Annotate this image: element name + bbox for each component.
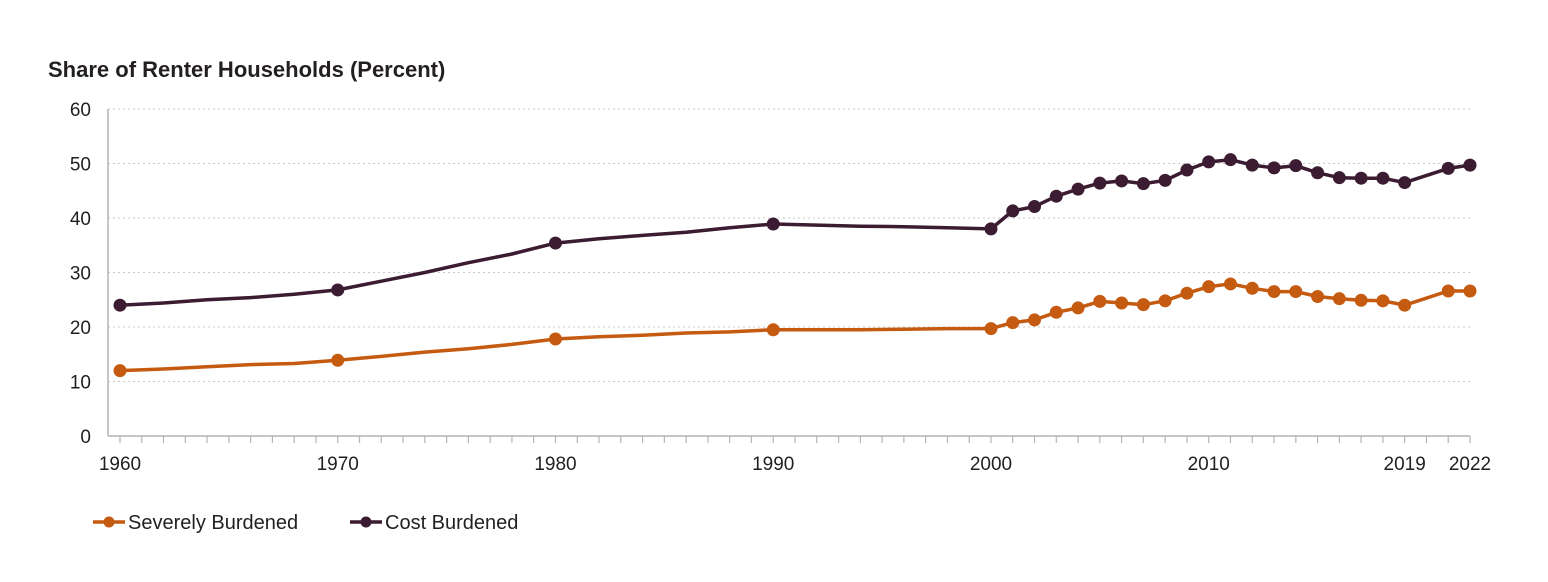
data-point (1136, 177, 1150, 191)
data-point (1354, 293, 1368, 307)
legend-swatch-marker (360, 516, 372, 528)
data-point (1289, 285, 1303, 299)
data-point (1006, 316, 1020, 330)
x-tick-label: 1980 (534, 454, 576, 475)
data-point (1376, 171, 1390, 185)
data-point (1028, 313, 1042, 327)
x-tick-label: 2019 (1384, 454, 1426, 475)
data-point (331, 283, 345, 297)
data-series (113, 153, 1477, 378)
data-point (1093, 294, 1107, 308)
data-point (766, 323, 780, 337)
data-point (1245, 158, 1259, 172)
data-point (1311, 166, 1325, 180)
data-point (1376, 294, 1390, 308)
x-axis-tick-labels: 1960 1970 1980 1990 2000 2010 2019 2022 (99, 454, 1491, 475)
data-point (548, 236, 562, 250)
data-point (113, 298, 127, 312)
data-point (1398, 176, 1412, 190)
legend-label: Severely Burdened (128, 512, 298, 534)
data-point (1158, 173, 1172, 187)
legend-label: Cost Burdened (385, 512, 518, 534)
data-point (1049, 189, 1063, 203)
data-point (984, 222, 998, 236)
y-tick-label: 60 (70, 100, 91, 121)
data-point (1180, 163, 1194, 177)
data-point (331, 353, 345, 367)
data-point (1289, 159, 1303, 173)
data-point (1332, 292, 1346, 306)
data-point (1115, 174, 1129, 188)
data-point (1202, 280, 1216, 294)
x-tick-label: 1970 (317, 454, 359, 475)
data-point (1115, 296, 1129, 310)
data-point (1332, 171, 1346, 185)
series-line (118, 157, 1472, 307)
data-point (1267, 285, 1281, 299)
data-point (1136, 298, 1150, 312)
data-point (1006, 204, 1020, 218)
axes (107, 109, 1471, 443)
chart-title: Share of Renter Households (Percent) (48, 57, 445, 82)
data-point (1398, 298, 1412, 312)
data-point (1267, 161, 1281, 175)
data-point (1180, 286, 1194, 300)
y-tick-label: 0 (80, 427, 91, 448)
data-point (113, 364, 127, 378)
data-point (1093, 176, 1107, 190)
data-point (1441, 284, 1455, 298)
data-point (1071, 182, 1085, 196)
data-point (766, 217, 780, 231)
data-point (984, 322, 998, 336)
data-point (548, 332, 562, 346)
y-axis-tick-labels: 0 10 20 30 40 50 60 (70, 100, 91, 448)
data-point (1071, 301, 1085, 315)
gridlines (108, 108, 1470, 382)
series-cost-burdened (113, 153, 1477, 312)
data-point (1223, 153, 1237, 167)
legend-swatch-marker (103, 516, 115, 528)
y-tick-label: 30 (70, 264, 91, 285)
data-point (1463, 158, 1477, 172)
data-point (1441, 161, 1455, 175)
data-point (1028, 200, 1042, 214)
legend-item: Severely Burdened (93, 512, 298, 534)
x-tick-label: 2010 (1188, 454, 1230, 475)
y-tick-label: 20 (70, 318, 91, 339)
x-tick-label: 1990 (752, 454, 794, 475)
data-point (1158, 294, 1172, 308)
data-point (1463, 284, 1477, 298)
y-tick-label: 50 (70, 155, 91, 176)
y-tick-label: 10 (70, 373, 91, 394)
x-tick-label: 1960 (99, 454, 141, 475)
y-tick-label: 40 (70, 209, 91, 230)
x-tick-label: 2022 (1449, 454, 1491, 475)
data-point (1202, 155, 1216, 169)
legend: Severely Burdened Cost Burdened (93, 512, 518, 534)
series-severely-burdened (113, 277, 1477, 378)
data-point (1049, 305, 1063, 319)
legend-item: Cost Burdened (350, 512, 518, 534)
x-tick-label: 2000 (970, 454, 1012, 475)
data-point (1223, 277, 1237, 291)
data-point (1245, 281, 1259, 295)
data-point (1311, 289, 1325, 303)
data-point (1354, 171, 1368, 185)
